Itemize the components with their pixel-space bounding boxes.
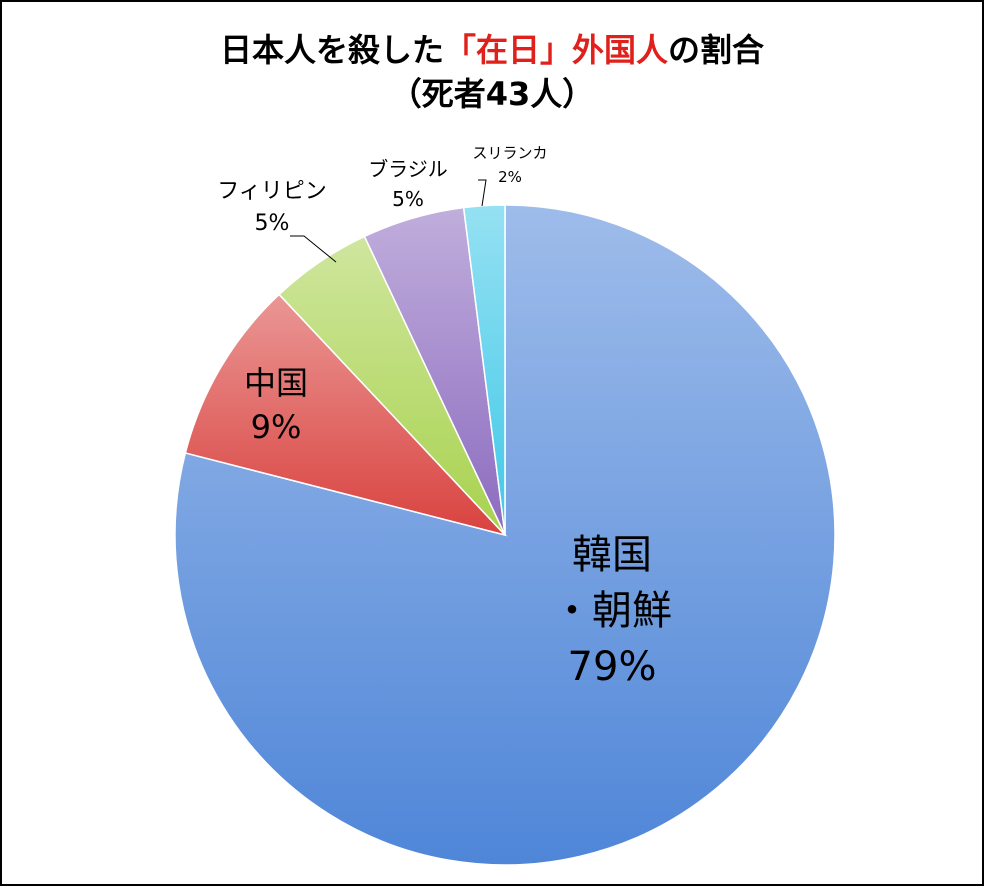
- chart-subtitle: （死者43人）: [389, 75, 595, 113]
- slice-name-text: ・朝鮮: [552, 588, 672, 634]
- slice-label-4: ブラジル 5%: [368, 157, 448, 211]
- title-part-2: 「在日」: [443, 31, 572, 69]
- slice-label-1: 韓国・朝鮮 79%: [552, 532, 672, 690]
- slice-name-text: 中国: [244, 364, 308, 402]
- slice-percent-text: 5%: [392, 187, 424, 211]
- title-part-4: の割合: [668, 31, 765, 69]
- slice-percent-text: 9%: [251, 408, 302, 446]
- slice-name-text: 韓国: [572, 532, 652, 578]
- slice-percent-text: 79%: [568, 644, 657, 690]
- slice-name-text: フィリピン: [217, 179, 327, 204]
- slice-percent-text: 2%: [498, 168, 522, 186]
- title-part-3: 外国人: [572, 31, 669, 69]
- title-line-1: 日本人を殺した「在日」外国人の割合: [0, 28, 984, 72]
- pie-slice-5: [462, 204, 506, 536]
- leader-line-3: [290, 235, 337, 263]
- leader-line-5: [478, 179, 487, 207]
- slice-label-5: スリランカ 2%: [472, 144, 547, 186]
- slice-name-text: ブラジル: [368, 157, 448, 181]
- slice-percent-text: 5%: [255, 211, 290, 236]
- slice-label-2: 中国 9%: [244, 364, 308, 446]
- title-part-1: 日本人を殺した: [219, 31, 444, 69]
- chart-title: 日本人を殺した「在日」外国人の割合 （死者43人）: [0, 28, 984, 116]
- slice-name-text: スリランカ: [472, 144, 547, 162]
- slice-label-3: フィリピン 5%: [217, 179, 327, 236]
- pie-slice-2: [184, 293, 508, 537]
